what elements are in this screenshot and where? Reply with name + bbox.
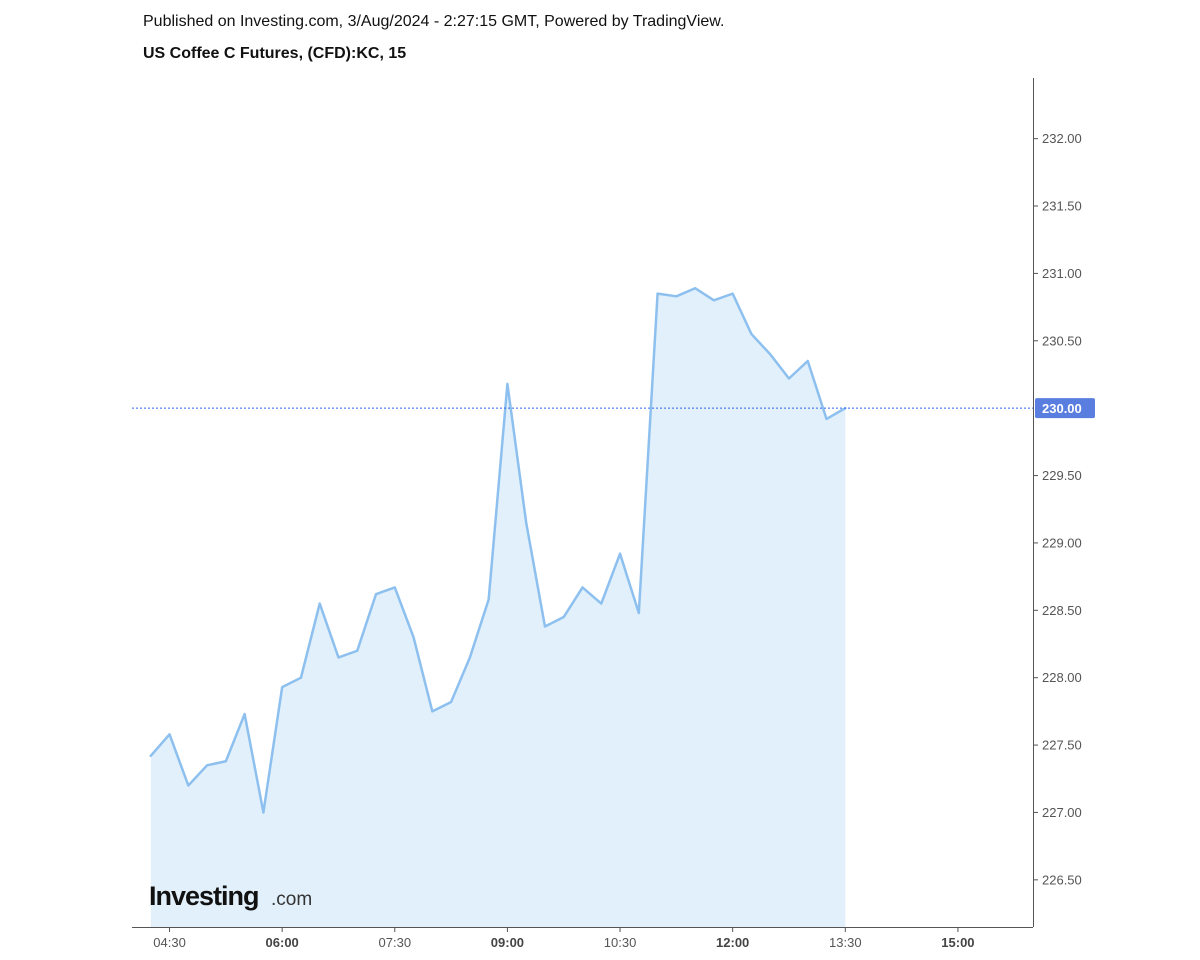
- data-point-0800: [431, 710, 433, 712]
- area-layer: [150, 288, 846, 928]
- published-info: Published on Investing.com, 3/Aug/2024 -…: [143, 13, 725, 30]
- x-tick-label: 12:00: [716, 935, 749, 950]
- x-tick-label: 10:30: [604, 935, 637, 950]
- data-point-0900: [506, 383, 508, 385]
- data-point-0615: [300, 676, 302, 678]
- data-point-0945: [563, 616, 565, 618]
- price-line: [149, 286, 847, 814]
- y-tick-label: 231.00: [1042, 266, 1082, 281]
- data-point-1300: [807, 360, 809, 362]
- x-tick-label: 13:30: [829, 935, 862, 950]
- data-point-0415: [150, 755, 152, 757]
- data-point-0545: [262, 811, 264, 813]
- data-point-0830: [469, 656, 471, 658]
- x-tick-label: 07:30: [379, 935, 412, 950]
- last-price-label: 230.00: [1042, 401, 1082, 416]
- y-tick-label: 229.50: [1042, 468, 1082, 483]
- y-tick-label: 226.50: [1042, 872, 1082, 887]
- data-point-0845: [487, 598, 489, 600]
- data-point-0500: [206, 764, 208, 766]
- data-point-0430: [168, 733, 170, 735]
- axis-layer: 226.50 227.00 227.50 228.00 228.50 229.00 229.…: [132, 78, 1095, 950]
- y-tick-label: 228.50: [1042, 603, 1082, 618]
- line-layer: [149, 286, 847, 814]
- data-point-0530: [243, 713, 245, 715]
- data-point-0645: [337, 656, 339, 658]
- data-point-1030: [619, 553, 621, 555]
- price-area: [150, 288, 846, 928]
- y-tick-label: 230.50: [1042, 333, 1082, 348]
- last-price-badge: [1035, 398, 1095, 419]
- data-point-1315: [825, 418, 827, 420]
- data-point-0730: [394, 586, 396, 588]
- data-point-1115: [675, 295, 677, 297]
- y-tick-label: 228.00: [1042, 670, 1082, 685]
- data-point-0445: [187, 784, 189, 786]
- data-point-0745: [412, 636, 414, 638]
- x-tick-label: 09:00: [491, 935, 524, 950]
- logo-main-text: Investing: [149, 881, 259, 911]
- y-tick-label: 232.00: [1042, 131, 1082, 146]
- data-point-0815: [450, 701, 452, 703]
- y-tick-label: 231.50: [1042, 199, 1082, 214]
- x-tick-label: 15:00: [941, 935, 974, 950]
- data-point-1000: [581, 586, 583, 588]
- data-point-1230: [769, 353, 771, 355]
- logo-suffix-text: .com: [271, 889, 312, 910]
- data-point-0630: [319, 602, 321, 604]
- data-point-0715: [375, 593, 377, 595]
- y-tick-label: 227.00: [1042, 805, 1082, 820]
- data-point-1215: [750, 333, 752, 335]
- data-point-1130: [694, 287, 696, 289]
- data-point-0915: [525, 522, 527, 524]
- data-point-1145: [713, 299, 715, 301]
- x-tick-label: 06:00: [266, 935, 299, 950]
- data-point-1045: [638, 612, 640, 614]
- y-tick-label: 227.50: [1042, 738, 1082, 753]
- data-point-1100: [656, 292, 658, 294]
- data-point-0515: [225, 760, 227, 762]
- data-point-1200: [731, 292, 733, 294]
- data-point-1245: [788, 377, 790, 379]
- chart-symbol-title: US Coffee C Futures, (CFD):KC, 15: [143, 45, 407, 62]
- data-point-0930: [544, 625, 546, 627]
- x-tick-label: 04:30: [153, 935, 186, 950]
- data-point-1015: [600, 602, 602, 604]
- data-point-0700: [356, 650, 358, 652]
- data-point-0600: [281, 686, 283, 688]
- y-tick-label: 229.00: [1042, 535, 1082, 550]
- investing-logo: Investing .com: [149, 881, 312, 911]
